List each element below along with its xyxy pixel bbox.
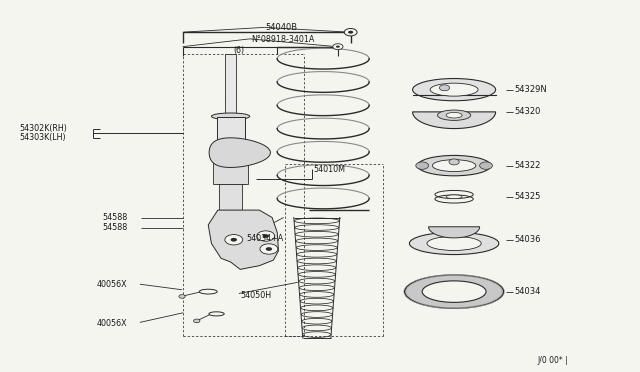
Circle shape xyxy=(257,231,275,241)
Ellipse shape xyxy=(417,155,491,176)
Ellipse shape xyxy=(438,110,470,121)
Ellipse shape xyxy=(211,113,250,120)
Text: 54010M: 54010M xyxy=(314,165,346,174)
Polygon shape xyxy=(429,227,479,238)
Ellipse shape xyxy=(427,236,481,250)
Bar xyxy=(213,161,248,184)
Circle shape xyxy=(225,235,243,245)
Text: 54588: 54588 xyxy=(103,213,128,222)
Circle shape xyxy=(348,31,353,34)
Bar xyxy=(225,54,236,118)
Text: N°08918-3401A: N°08918-3401A xyxy=(251,35,314,44)
Text: 54588: 54588 xyxy=(103,223,128,232)
Ellipse shape xyxy=(209,312,224,316)
Ellipse shape xyxy=(404,275,504,308)
Ellipse shape xyxy=(413,78,495,101)
Text: (6): (6) xyxy=(234,46,245,55)
Circle shape xyxy=(336,45,340,48)
Text: 54034: 54034 xyxy=(515,287,541,296)
Circle shape xyxy=(440,85,450,91)
Polygon shape xyxy=(413,112,495,129)
Text: 54322: 54322 xyxy=(515,161,541,170)
Text: 54302K(RH): 54302K(RH) xyxy=(20,124,68,133)
Polygon shape xyxy=(209,138,271,167)
Ellipse shape xyxy=(446,195,462,199)
Circle shape xyxy=(260,244,278,254)
Ellipse shape xyxy=(430,83,478,96)
Text: 54303K(LH): 54303K(LH) xyxy=(20,133,67,142)
Text: 54050H: 54050H xyxy=(240,291,271,300)
Bar xyxy=(219,184,242,210)
Text: 40056X: 40056X xyxy=(97,280,127,289)
Circle shape xyxy=(333,44,343,49)
Circle shape xyxy=(266,247,272,251)
Ellipse shape xyxy=(199,289,217,294)
Circle shape xyxy=(449,159,460,165)
Ellipse shape xyxy=(410,232,499,254)
Circle shape xyxy=(416,162,429,169)
Ellipse shape xyxy=(422,281,486,302)
Ellipse shape xyxy=(433,160,476,171)
Circle shape xyxy=(479,162,492,169)
Text: 54036: 54036 xyxy=(515,235,541,244)
Text: J/0 00* |: J/0 00* | xyxy=(537,356,568,365)
Bar xyxy=(216,118,244,184)
Text: 54034+A: 54034+A xyxy=(246,234,284,243)
Text: 54320: 54320 xyxy=(515,108,541,116)
Text: 54325: 54325 xyxy=(515,192,541,201)
Text: 40056X: 40056X xyxy=(97,319,127,328)
Text: 54329N: 54329N xyxy=(515,85,548,94)
Polygon shape xyxy=(208,210,278,269)
Circle shape xyxy=(344,29,357,36)
Circle shape xyxy=(262,234,269,238)
Circle shape xyxy=(193,319,200,323)
Ellipse shape xyxy=(446,112,462,118)
Circle shape xyxy=(230,238,237,241)
Text: 54040B: 54040B xyxy=(266,23,298,32)
Circle shape xyxy=(179,295,185,298)
